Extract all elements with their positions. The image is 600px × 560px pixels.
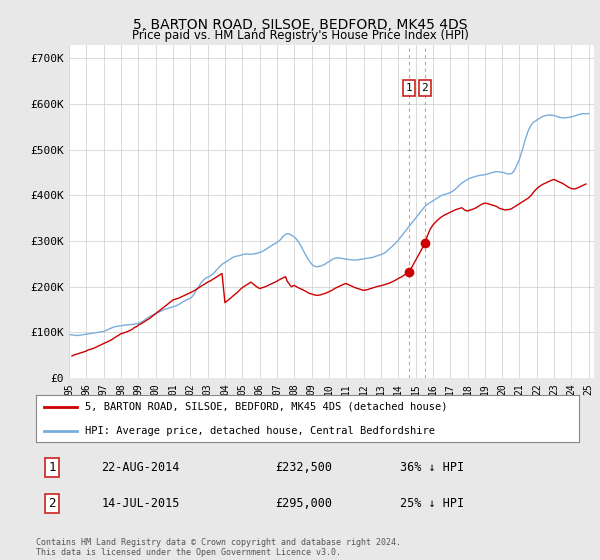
Text: 2: 2 [422,83,428,93]
Text: 2: 2 [49,497,56,510]
Text: 1: 1 [406,83,413,93]
Text: Contains HM Land Registry data © Crown copyright and database right 2024.
This d: Contains HM Land Registry data © Crown c… [36,538,401,557]
Text: 1: 1 [49,461,56,474]
Text: £232,500: £232,500 [275,461,332,474]
Text: 5, BARTON ROAD, SILSOE, BEDFORD, MK45 4DS (detached house): 5, BARTON ROAD, SILSOE, BEDFORD, MK45 4D… [85,402,448,412]
Text: 25% ↓ HPI: 25% ↓ HPI [400,497,464,510]
Text: 14-JUL-2015: 14-JUL-2015 [101,497,179,510]
Text: HPI: Average price, detached house, Central Bedfordshire: HPI: Average price, detached house, Cent… [85,426,435,436]
Text: Price paid vs. HM Land Registry's House Price Index (HPI): Price paid vs. HM Land Registry's House … [131,29,469,42]
Text: 36% ↓ HPI: 36% ↓ HPI [400,461,464,474]
Text: 22-AUG-2014: 22-AUG-2014 [101,461,179,474]
Text: £295,000: £295,000 [275,497,332,510]
Text: 5, BARTON ROAD, SILSOE, BEDFORD, MK45 4DS: 5, BARTON ROAD, SILSOE, BEDFORD, MK45 4D… [133,18,467,32]
